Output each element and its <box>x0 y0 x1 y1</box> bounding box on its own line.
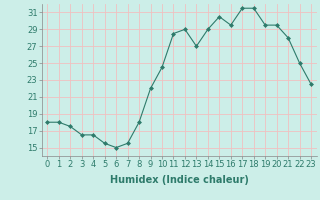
X-axis label: Humidex (Indice chaleur): Humidex (Indice chaleur) <box>110 175 249 185</box>
